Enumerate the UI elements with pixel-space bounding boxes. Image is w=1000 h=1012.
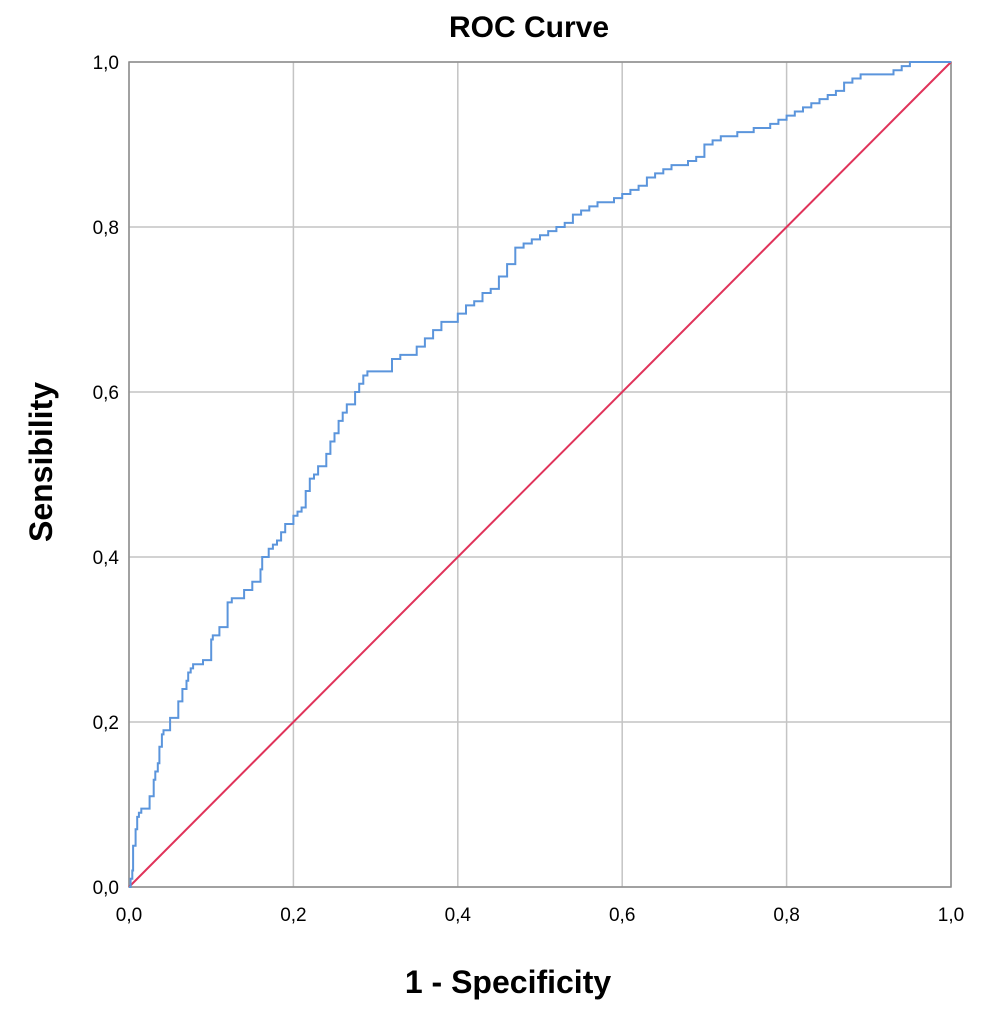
y-axis-label: Sensibility: [23, 382, 59, 542]
x-tick-label: 0,4: [445, 905, 472, 926]
x-axis-label: 1 - Specificity: [405, 964, 612, 1000]
series-layer: [128, 61, 952, 888]
y-tick-label: 0,4: [93, 548, 120, 569]
y-tick-label: 0,0: [93, 878, 119, 899]
x-tick-label: 0,2: [280, 905, 306, 926]
y-tick-label: 0,6: [93, 383, 119, 404]
y-axis-ticks: 0,0 0,2 0,4 0,6 0,8 1,0: [93, 53, 120, 899]
y-tick-label: 1,0: [93, 53, 119, 74]
plot-area-frame: [128, 61, 952, 888]
reference-diagonal-line: [128, 61, 952, 888]
x-tick-label: 0,0: [116, 905, 142, 926]
x-tick-label: 1,0: [938, 905, 964, 926]
x-tick-label: 0,6: [609, 905, 635, 926]
y-tick-label: 0,2: [93, 713, 119, 734]
roc-curve-line: [129, 61, 951, 888]
x-tick-label: 0,8: [773, 905, 799, 926]
x-axis-ticks: 0,0 0,2 0,4 0,6 0,8 1,0: [116, 905, 964, 926]
chart-title: ROC Curve: [449, 11, 609, 44]
y-tick-label: 0,8: [93, 218, 119, 239]
